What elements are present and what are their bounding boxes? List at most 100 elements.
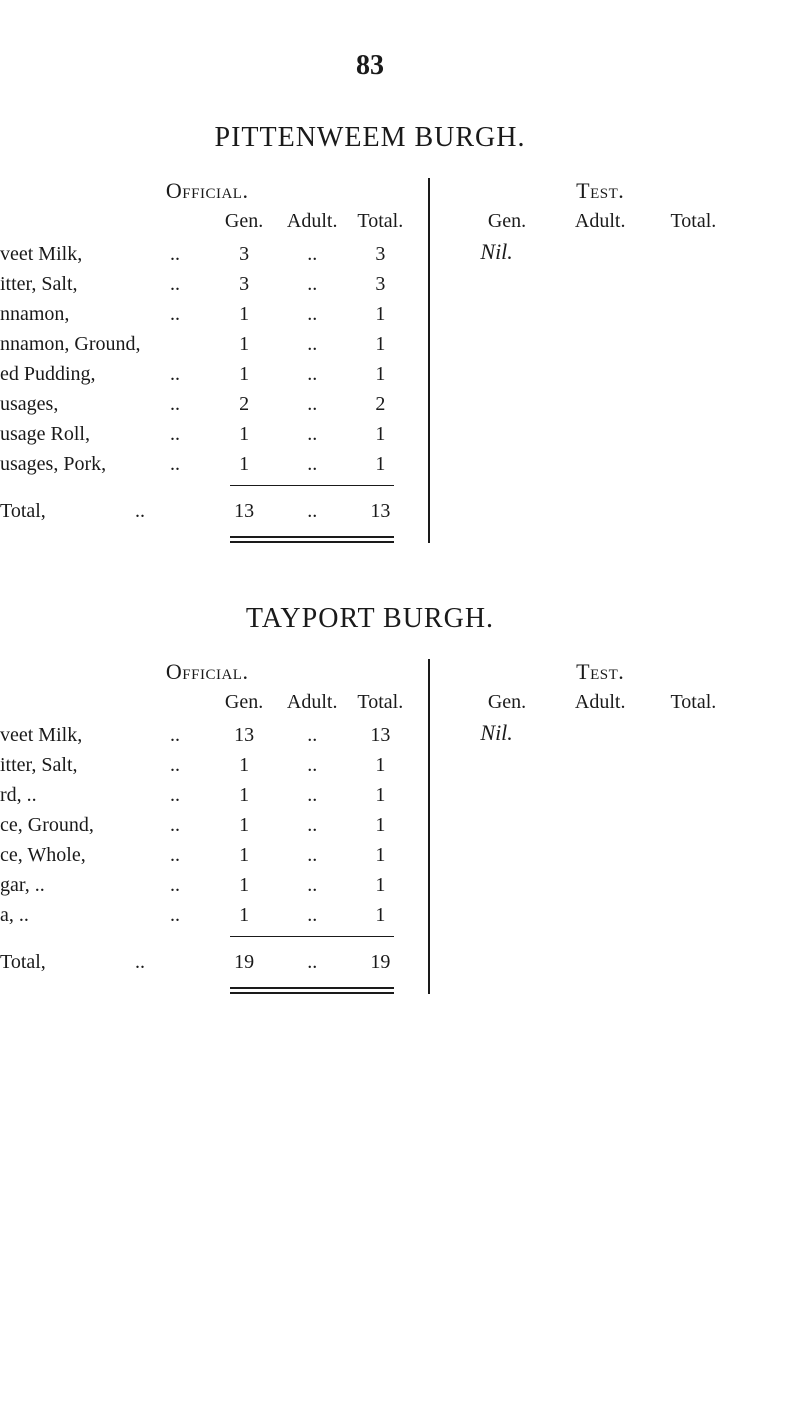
- dots: ..: [135, 951, 145, 973]
- burgh1-test-col: Test. Gen. Adult. Total. Nil.: [430, 178, 740, 543]
- table-row: usage Roll,..1..1: [0, 419, 414, 449]
- row-label: itter, Salt,: [0, 269, 170, 299]
- table-row: ce, Ground,..1..1: [0, 810, 414, 840]
- cell-gen: 3: [210, 239, 278, 269]
- cell-gen: 3: [210, 269, 278, 299]
- burgh1-subhead: Gen. Adult. Total.: [0, 210, 414, 233]
- cell-gen: 1: [210, 870, 278, 900]
- dots: ..: [170, 243, 180, 265]
- cell-gen: 13: [210, 720, 278, 750]
- total-adult: ..: [278, 496, 346, 526]
- col-adult-2: Adult.: [278, 691, 346, 714]
- burgh2-test-subhead: Gen. Adult. Total.: [460, 691, 740, 714]
- cell-adult: ..: [278, 329, 346, 359]
- burgh-title-2: TAYPORT BURGH.: [0, 603, 740, 635]
- row-label: nnamon,: [0, 299, 170, 329]
- cell-total: 1: [346, 299, 414, 329]
- cell-gen: 1: [210, 750, 278, 780]
- cell-adult: ..: [278, 239, 346, 269]
- burgh2-block: Official. Gen. Adult. Total. veet Milk,.…: [0, 659, 740, 994]
- cell-total: 1: [346, 750, 414, 780]
- burgh2-official-col: Official. Gen. Adult. Total. veet Milk,.…: [0, 659, 430, 994]
- total-gen: 13: [210, 496, 278, 526]
- dots: ..: [170, 724, 180, 746]
- burgh1-total-row: Total, .. 13 .. 13: [0, 496, 414, 526]
- test-col-gen-2: Gen.: [460, 691, 553, 714]
- row-label: nnamon, Ground,: [0, 329, 170, 359]
- cell-adult: ..: [278, 359, 346, 389]
- table-row: rd, ....1..1: [0, 780, 414, 810]
- row-label: usages,: [0, 389, 170, 419]
- dots: ..: [170, 844, 180, 866]
- dots: ..: [170, 754, 180, 776]
- dots: ..: [170, 363, 180, 385]
- burgh2-rows: veet Milk,..13..13itter, Salt,..1..1rd, …: [0, 720, 414, 930]
- table-row: usages, Pork,..1..1: [0, 449, 414, 479]
- cell-total: 2: [346, 389, 414, 419]
- cell-total: 1: [346, 870, 414, 900]
- dots: ..: [170, 784, 180, 806]
- dots: ..: [170, 303, 180, 325]
- cell-gen: 1: [210, 780, 278, 810]
- dots: ..: [170, 273, 180, 295]
- col-total-2: Total.: [346, 691, 414, 714]
- rule-above-total: [0, 479, 414, 492]
- table-row: ce, Whole,..1..1: [0, 840, 414, 870]
- row-label: usage Roll,: [0, 419, 170, 449]
- row-label: itter, Salt,: [0, 750, 170, 780]
- cell-gen: 1: [210, 449, 278, 479]
- cell-adult: ..: [278, 780, 346, 810]
- cell-adult: ..: [278, 810, 346, 840]
- table-row: nnamon,..1..1: [0, 299, 414, 329]
- total-total-2: 19: [346, 947, 414, 977]
- col-total: Total.: [346, 210, 414, 233]
- col-gen-2: Gen.: [210, 691, 278, 714]
- cell-total: 1: [346, 419, 414, 449]
- row-label: usages, Pork,: [0, 449, 170, 479]
- col-gen: Gen.: [210, 210, 278, 233]
- cell-adult: ..: [278, 449, 346, 479]
- cell-total: 3: [346, 269, 414, 299]
- cell-adult: ..: [278, 299, 346, 329]
- dots: ..: [170, 904, 180, 926]
- total-gen-2: 19: [210, 947, 278, 977]
- test-col-total: Total.: [647, 210, 740, 233]
- official-heading: Official.: [0, 178, 414, 204]
- cell-gen: 1: [210, 329, 278, 359]
- table-row: usages,..2..2: [0, 389, 414, 419]
- test-heading-2: Test.: [460, 659, 740, 685]
- cell-total: 3: [346, 239, 414, 269]
- total-label-2: Total,: [0, 947, 130, 977]
- test-col-gen: Gen.: [460, 210, 553, 233]
- dots: ..: [170, 874, 180, 896]
- burgh1-rows: veet Milk,..3..3itter, Salt,..3..3nnamon…: [0, 239, 414, 479]
- total-total: 13: [346, 496, 414, 526]
- dots: ..: [170, 814, 180, 836]
- total-adult-2: ..: [278, 947, 346, 977]
- cell-total: 13: [346, 720, 414, 750]
- cell-total: 1: [346, 449, 414, 479]
- cell-adult: ..: [278, 389, 346, 419]
- row-label: veet Milk,: [0, 720, 170, 750]
- page-number: 83: [0, 50, 740, 82]
- cell-total: 1: [346, 359, 414, 389]
- test-col-adult-2: Adult.: [554, 691, 647, 714]
- dots: ..: [170, 423, 180, 445]
- cell-adult: ..: [278, 750, 346, 780]
- row-label: a, ..: [0, 900, 170, 930]
- table-row: itter, Salt,..1..1: [0, 750, 414, 780]
- nil-label-1: Nil.: [460, 239, 740, 265]
- burgh2-total-row: Total, .. 19 .. 19: [0, 947, 414, 977]
- test-heading: Test.: [460, 178, 740, 204]
- cell-adult: ..: [278, 900, 346, 930]
- cell-total: 1: [346, 329, 414, 359]
- cell-total: 1: [346, 810, 414, 840]
- cell-gen: 1: [210, 419, 278, 449]
- cell-gen: 1: [210, 810, 278, 840]
- table-row: ed Pudding,..1..1: [0, 359, 414, 389]
- cell-total: 1: [346, 900, 414, 930]
- table-row: nnamon, Ground, 1..1: [0, 329, 414, 359]
- cell-gen: 1: [210, 840, 278, 870]
- cell-gen: 2: [210, 389, 278, 419]
- burgh2-subhead: Gen. Adult. Total.: [0, 691, 414, 714]
